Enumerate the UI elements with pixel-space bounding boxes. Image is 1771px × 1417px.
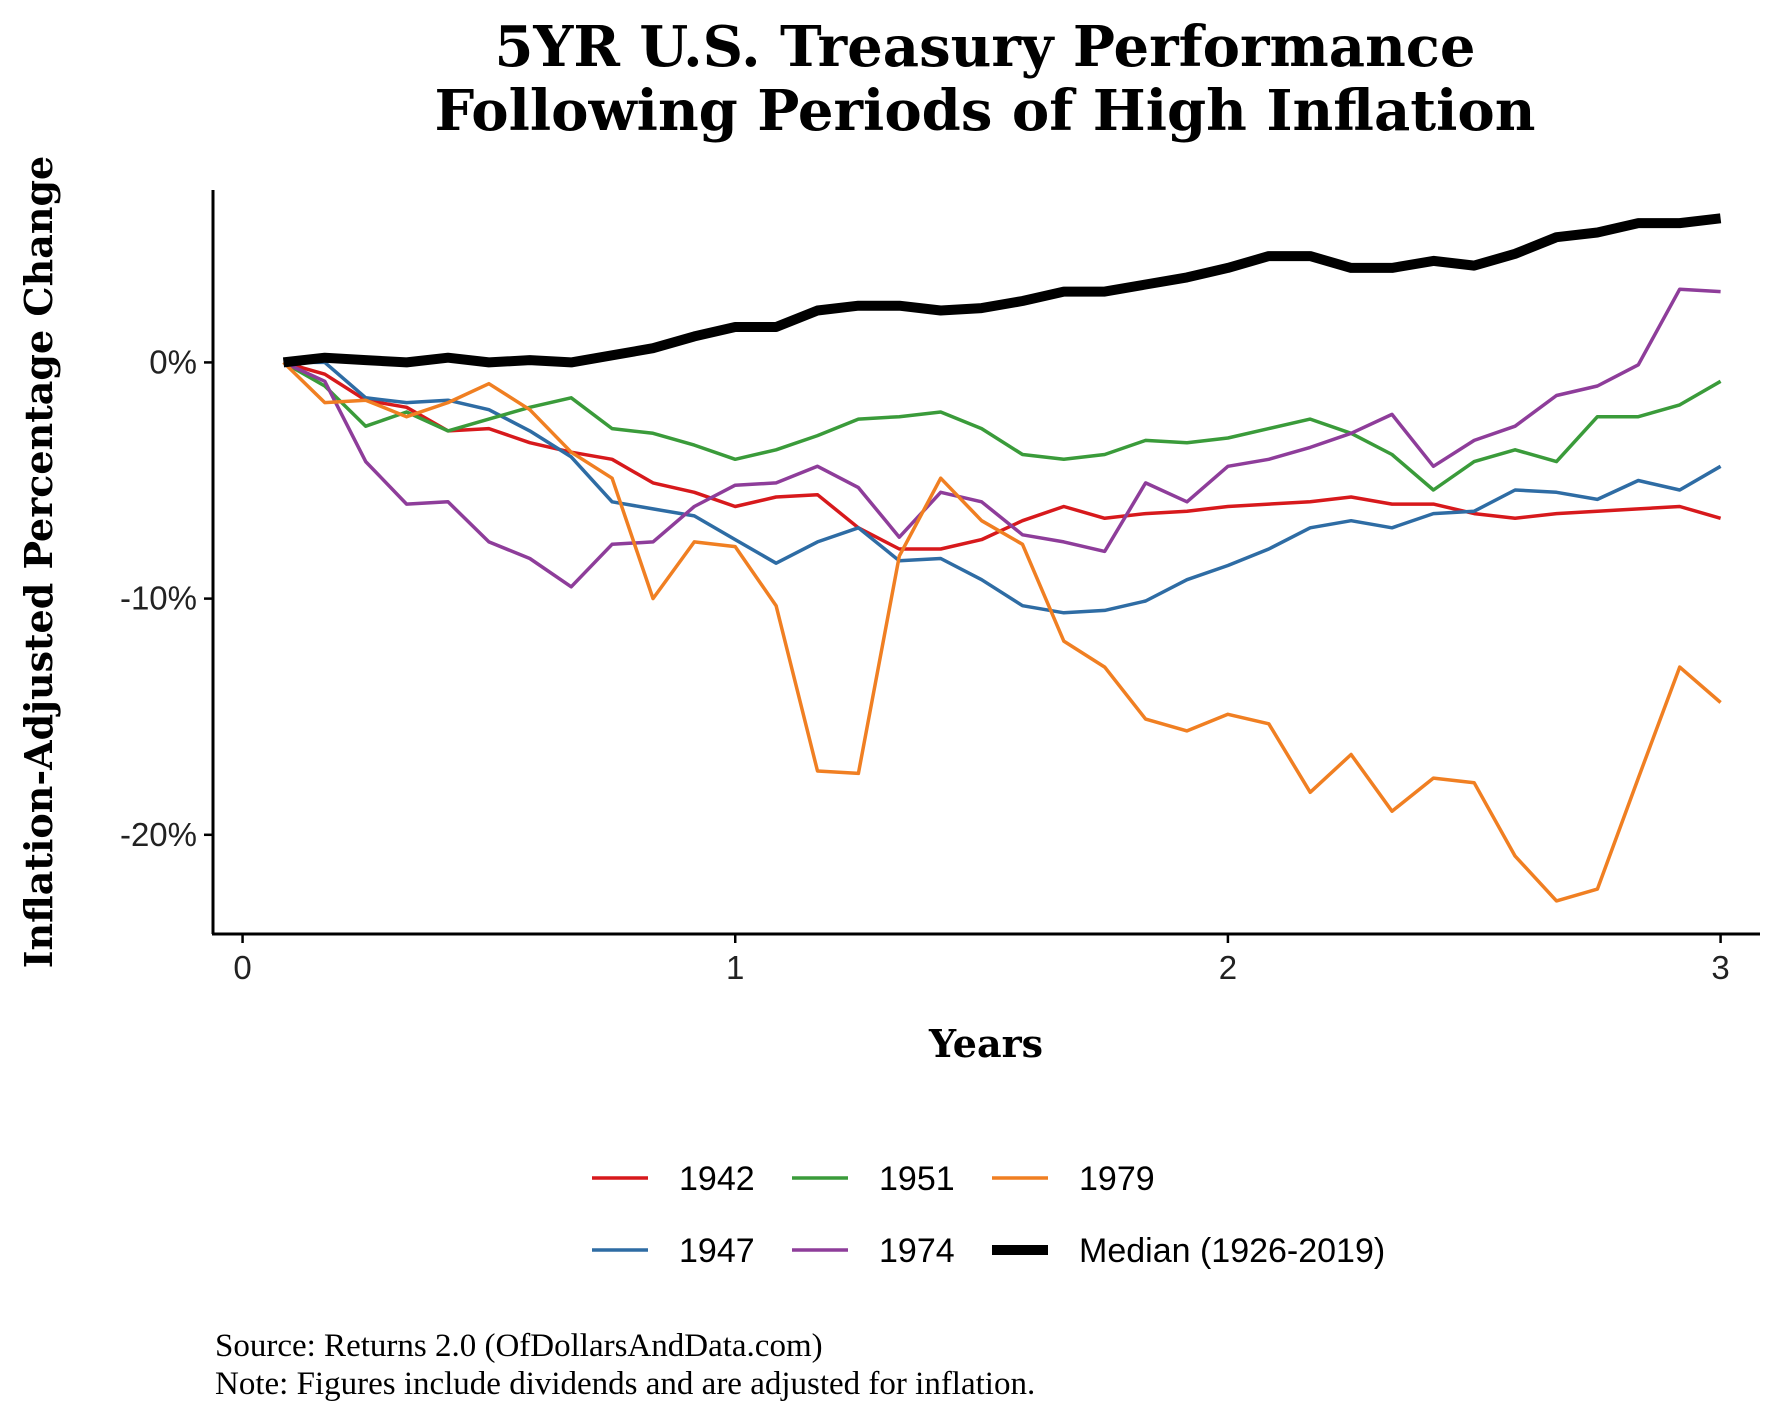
legend-item-1942: 1942 bbox=[592, 1160, 755, 1198]
legend-item-median-1926-2019: Median (1926-2019) bbox=[992, 1232, 1385, 1270]
x-tick-label: 3 bbox=[1711, 949, 1729, 986]
x-tick-label: 1 bbox=[726, 949, 744, 986]
legend-label: 1951 bbox=[879, 1160, 955, 1198]
series-line-1942 bbox=[283, 360, 1722, 551]
legend-label: 1942 bbox=[679, 1160, 755, 1198]
x-tick-label: 0 bbox=[233, 949, 251, 986]
series-line-1951 bbox=[282, 360, 1722, 492]
y-tick-label: 0% bbox=[149, 343, 197, 380]
x-axis-title: Years bbox=[928, 1021, 1043, 1066]
y-axis-title: Inflation-Adjusted Percentage Change bbox=[16, 156, 61, 968]
x-axis-ticks: 0 1 2 3 bbox=[233, 934, 1730, 986]
legend-label: 1979 bbox=[1079, 1160, 1155, 1198]
chart-title-line-2: Following Periods of High Inflation bbox=[435, 78, 1536, 144]
series-line-1947 bbox=[283, 360, 1722, 615]
chart-title-line-1: 5YR U.S. Treasury Performance bbox=[494, 14, 1475, 80]
y-tick-label: -20% bbox=[120, 816, 197, 853]
legend-item-1974: 1974 bbox=[792, 1232, 955, 1270]
series-group bbox=[282, 213, 1722, 903]
plot-area: 0% -10% -20% 0 1 2 3 bbox=[120, 190, 1760, 986]
y-axis-ticks: 0% -10% -20% bbox=[120, 343, 213, 853]
legend-label: Median (1926-2019) bbox=[1079, 1232, 1385, 1270]
legend-label: 1947 bbox=[679, 1232, 755, 1270]
series-line-1979 bbox=[282, 361, 1722, 903]
legend-label: 1974 bbox=[879, 1232, 955, 1270]
note-caption: Note: Figures include dividends and are … bbox=[215, 1366, 1035, 1402]
series-line-median-1926-2019 bbox=[282, 213, 1722, 368]
legend-item-1979: 1979 bbox=[992, 1160, 1155, 1198]
legend-item-1947: 1947 bbox=[592, 1232, 755, 1270]
legend: 1942 1951 1979 1947 1974 Median (1926-2019) bbox=[592, 1160, 1385, 1270]
legend-item-1951: 1951 bbox=[792, 1160, 955, 1198]
source-caption: Source: Returns 2.0 (OfDollarsAndData.co… bbox=[215, 1328, 823, 1364]
x-tick-label: 2 bbox=[1219, 949, 1237, 986]
series-line-1974 bbox=[282, 287, 1721, 589]
y-tick-label: -10% bbox=[120, 580, 197, 617]
